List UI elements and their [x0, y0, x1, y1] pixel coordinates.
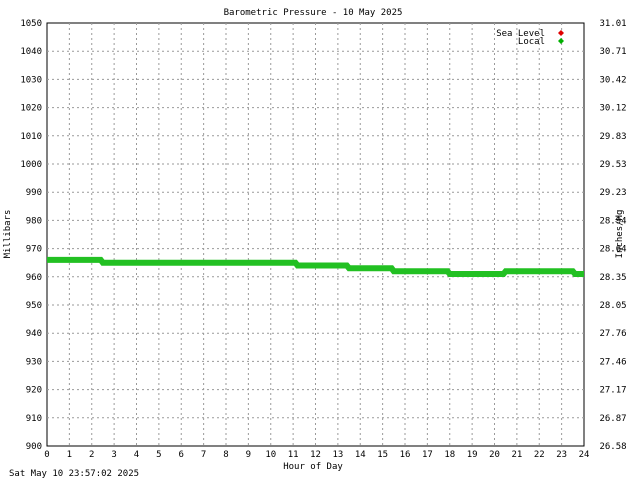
x-tick-label: 18 — [444, 450, 455, 460]
y-tick-label-right: 28.05 — [599, 301, 626, 311]
tick-labels: 0 1 2 3 4 5 6 7 8 9 10 11 12 13 14 15 16 17 18 19 20 21 22 23 24… — [20, 19, 626, 460]
y-tick-label-right: 26.58 — [599, 442, 626, 452]
y-tick-label-left: 1000 — [20, 160, 42, 170]
y-tick-label-right: 27.46 — [599, 357, 626, 367]
y-tick-label-right: 28.94 — [599, 216, 626, 226]
y-tick-label-right: 29.23 — [599, 188, 626, 198]
x-tick-label: 23 — [556, 450, 567, 460]
x-tick-label: 7 — [201, 450, 206, 460]
x-tick-label: 8 — [223, 450, 228, 460]
legend-label-local: Local — [518, 37, 545, 47]
y-tick-label-left: 980 — [26, 216, 42, 226]
x-tick-label: 19 — [467, 450, 478, 460]
x-tick-label: 3 — [111, 450, 116, 460]
x-tick-label: 4 — [134, 450, 139, 460]
y-tick-label-left: 970 — [26, 245, 42, 255]
x-tick-label: 11 — [288, 450, 299, 460]
y-tick-label-right: 27.17 — [599, 386, 626, 396]
x-tick-label: 0 — [44, 450, 49, 460]
series-line-local — [47, 256, 584, 277]
x-tick-label: 10 — [265, 450, 276, 460]
x-tick-label: 1 — [67, 450, 72, 460]
x-tick-label: 6 — [179, 450, 184, 460]
y-tick-label-right: 26.87 — [599, 414, 626, 424]
legend-marker-local — [558, 38, 564, 44]
x-tick-label: 20 — [489, 450, 500, 460]
y-tick-label-left: 1020 — [20, 104, 42, 114]
y-tick-label-right: 29.53 — [599, 160, 626, 170]
legend-marker-sea-level — [558, 30, 564, 36]
y-tick-label-right: 28.35 — [599, 273, 626, 283]
x-tick-label: 22 — [534, 450, 545, 460]
x-tick-label: 13 — [332, 450, 343, 460]
y-axis-label-left: Millibars — [3, 210, 13, 259]
x-tick-label: 15 — [377, 450, 388, 460]
y-tick-label-right: 30.42 — [599, 75, 626, 85]
chart-title: Barometric Pressure - 10 May 2025 — [224, 8, 403, 18]
y-tick-label-right: 31.01 — [599, 19, 626, 29]
y-tick-label-left: 950 — [26, 301, 42, 311]
y-tick-label-left: 900 — [26, 442, 42, 452]
x-tick-label: 17 — [422, 450, 433, 460]
x-tick-label: 21 — [511, 450, 522, 460]
y-tick-label-left: 920 — [26, 386, 42, 396]
timestamp-footer: Sat May 10 23:57:02 2025 — [9, 469, 140, 479]
y-tick-label-left: 1010 — [20, 132, 42, 142]
y-tick-label-right: 28.64 — [599, 245, 626, 255]
y-tick-label-right: 29.83 — [599, 132, 626, 142]
y-tick-label-right: 30.12 — [599, 104, 626, 114]
y-tick-label-left: 910 — [26, 414, 42, 424]
x-tick-label: 14 — [355, 450, 366, 460]
x-tick-label: 12 — [310, 450, 321, 460]
grid — [47, 23, 584, 446]
y-axis-label-right: Inches/Hg — [615, 210, 625, 259]
x-tick-label: 24 — [579, 450, 590, 460]
y-tick-label-left: 930 — [26, 357, 42, 367]
x-tick-label: 9 — [246, 450, 251, 460]
x-axis-label: Hour of Day — [283, 462, 343, 472]
series-layer — [47, 256, 584, 277]
x-tick-label: 5 — [156, 450, 161, 460]
y-tick-label-left: 990 — [26, 188, 42, 198]
y-tick-label-left: 1030 — [20, 75, 42, 85]
x-tick-label: 16 — [400, 450, 411, 460]
y-tick-label-left: 960 — [26, 273, 42, 283]
y-tick-label-left: 940 — [26, 329, 42, 339]
y-tick-label-right: 30.71 — [599, 47, 626, 57]
legend-label-sea-level: Sea Level — [496, 29, 545, 39]
y-tick-label-left: 1040 — [20, 47, 42, 57]
legend: Sea Level Local — [496, 29, 564, 47]
x-tick-label: 2 — [89, 450, 94, 460]
y-tick-label-right: 27.76 — [599, 329, 626, 339]
y-tick-label-left: 1050 — [20, 19, 42, 29]
